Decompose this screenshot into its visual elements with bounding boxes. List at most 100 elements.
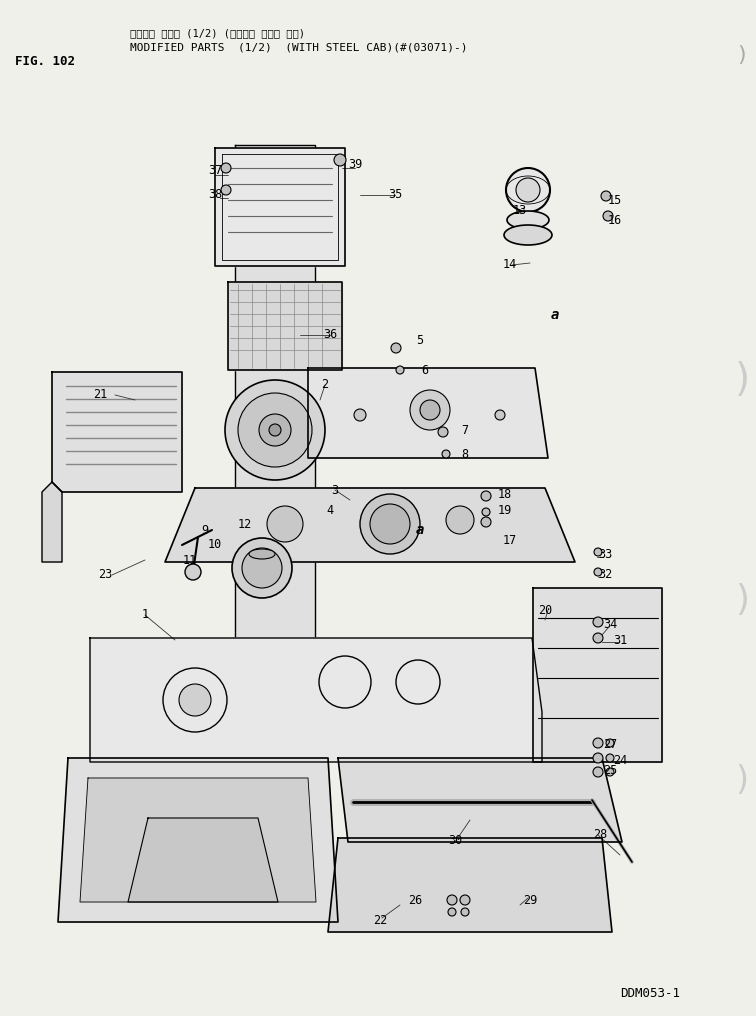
Circle shape	[594, 568, 602, 576]
Circle shape	[495, 410, 505, 420]
Text: 12: 12	[238, 518, 252, 531]
Circle shape	[593, 617, 603, 627]
Text: 18: 18	[498, 489, 512, 502]
Polygon shape	[80, 778, 316, 902]
Circle shape	[594, 548, 602, 556]
Circle shape	[461, 908, 469, 916]
Text: 8: 8	[461, 448, 469, 461]
Text: MODIFIED PARTS  (1/2)  (WITH STEEL CAB)(#(03071)-): MODIFIED PARTS (1/2) (WITH STEEL CAB)(#(…	[130, 42, 467, 52]
Circle shape	[354, 409, 366, 421]
Circle shape	[269, 424, 281, 436]
Circle shape	[447, 895, 457, 905]
Polygon shape	[533, 588, 662, 762]
Text: 21: 21	[93, 388, 107, 401]
Circle shape	[438, 427, 448, 437]
Text: 6: 6	[421, 364, 429, 377]
Text: 23: 23	[98, 569, 112, 581]
Text: 30: 30	[448, 833, 462, 846]
Circle shape	[179, 684, 211, 716]
Circle shape	[606, 768, 614, 776]
Circle shape	[601, 191, 611, 201]
Ellipse shape	[504, 225, 552, 245]
Ellipse shape	[249, 549, 275, 559]
Text: 13: 13	[513, 203, 527, 216]
Text: 7: 7	[461, 424, 469, 437]
Text: FIG. 102: FIG. 102	[15, 55, 75, 68]
Text: DDM053-1: DDM053-1	[620, 987, 680, 1000]
Polygon shape	[52, 372, 182, 492]
Circle shape	[242, 548, 282, 588]
Polygon shape	[42, 482, 62, 562]
Circle shape	[606, 739, 614, 747]
Circle shape	[506, 168, 550, 212]
Text: 10: 10	[208, 538, 222, 552]
Circle shape	[267, 506, 303, 542]
Circle shape	[396, 366, 404, 374]
Text: 22: 22	[373, 913, 387, 927]
Circle shape	[460, 895, 470, 905]
Text: 19: 19	[498, 504, 512, 516]
Text: 26: 26	[408, 893, 422, 906]
Polygon shape	[90, 638, 542, 762]
Text: 34: 34	[603, 619, 617, 632]
Circle shape	[446, 506, 474, 534]
Text: ): )	[735, 583, 749, 617]
Text: 20: 20	[538, 604, 552, 617]
Circle shape	[516, 178, 540, 202]
Text: 31: 31	[613, 634, 627, 646]
Text: 24: 24	[613, 754, 627, 766]
Text: 32: 32	[598, 569, 612, 581]
Circle shape	[410, 390, 450, 430]
Text: 38: 38	[208, 189, 222, 201]
Text: 11: 11	[183, 554, 197, 567]
Circle shape	[448, 908, 456, 916]
Circle shape	[603, 211, 613, 221]
Circle shape	[593, 767, 603, 777]
Circle shape	[259, 414, 291, 446]
Polygon shape	[235, 145, 315, 775]
Text: 15: 15	[608, 193, 622, 206]
Text: 16: 16	[608, 213, 622, 227]
Text: 5: 5	[417, 333, 423, 346]
Text: 37: 37	[208, 164, 222, 177]
Text: ): )	[738, 45, 746, 65]
Polygon shape	[228, 282, 342, 370]
Text: カイゾウ ブヒン (1/2) (ステール キャブ ツキ): カイゾウ ブヒン (1/2) (ステール キャブ ツキ)	[130, 28, 305, 38]
Text: 35: 35	[388, 189, 402, 201]
Text: 28: 28	[593, 828, 607, 841]
Text: 9: 9	[201, 523, 209, 536]
Text: 36: 36	[323, 328, 337, 341]
Circle shape	[391, 343, 401, 353]
Polygon shape	[308, 368, 548, 458]
Polygon shape	[215, 148, 345, 266]
Polygon shape	[165, 488, 575, 562]
Circle shape	[481, 491, 491, 501]
Circle shape	[482, 508, 490, 516]
Text: ): )	[736, 763, 748, 797]
Text: 29: 29	[523, 893, 537, 906]
Circle shape	[185, 564, 201, 580]
Polygon shape	[128, 818, 278, 902]
Text: 39: 39	[348, 158, 362, 172]
Text: 3: 3	[331, 484, 339, 497]
Circle shape	[360, 494, 420, 554]
Circle shape	[593, 633, 603, 643]
Circle shape	[606, 754, 614, 762]
Circle shape	[232, 538, 292, 598]
Circle shape	[442, 450, 450, 458]
Circle shape	[163, 668, 227, 732]
Text: 33: 33	[598, 549, 612, 562]
Circle shape	[593, 738, 603, 748]
Circle shape	[319, 656, 371, 708]
Text: ): )	[734, 361, 749, 399]
Circle shape	[420, 400, 440, 420]
Ellipse shape	[507, 211, 549, 229]
Text: 27: 27	[603, 739, 617, 752]
Text: a: a	[416, 523, 424, 537]
Text: 2: 2	[321, 379, 329, 391]
Circle shape	[370, 504, 410, 544]
Circle shape	[481, 517, 491, 527]
Text: 1: 1	[141, 609, 149, 622]
Circle shape	[593, 753, 603, 763]
Text: 4: 4	[327, 504, 333, 516]
